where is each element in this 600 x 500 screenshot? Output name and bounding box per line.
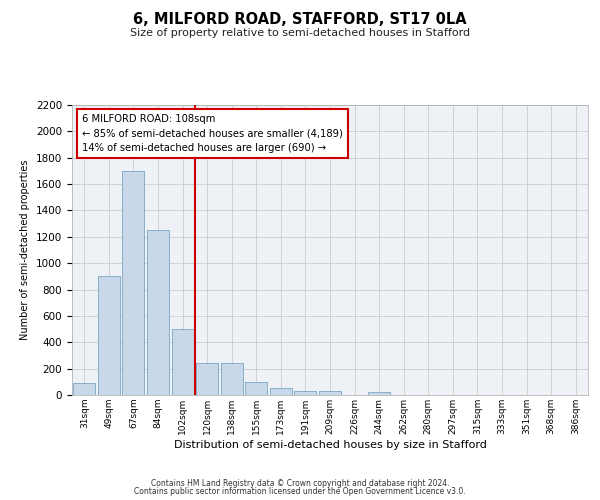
X-axis label: Distribution of semi-detached houses by size in Stafford: Distribution of semi-detached houses by …	[173, 440, 487, 450]
Bar	[368, 392, 390, 395]
Y-axis label: Number of semi-detached properties: Number of semi-detached properties	[20, 160, 31, 340]
Bar	[245, 382, 268, 395]
Bar	[295, 391, 316, 395]
Text: 6 MILFORD ROAD: 108sqm
← 85% of semi-detached houses are smaller (4,189)
14% of : 6 MILFORD ROAD: 108sqm ← 85% of semi-det…	[82, 114, 343, 154]
Bar	[147, 230, 169, 395]
Bar	[73, 383, 95, 395]
Bar	[221, 364, 243, 395]
Bar	[319, 391, 341, 395]
Text: Contains HM Land Registry data © Crown copyright and database right 2024.: Contains HM Land Registry data © Crown c…	[151, 478, 449, 488]
Text: Contains public sector information licensed under the Open Government Licence v3: Contains public sector information licen…	[134, 487, 466, 496]
Text: 6, MILFORD ROAD, STAFFORD, ST17 0LA: 6, MILFORD ROAD, STAFFORD, ST17 0LA	[133, 12, 467, 28]
Bar	[98, 276, 120, 395]
Bar	[270, 388, 292, 395]
Text: Size of property relative to semi-detached houses in Stafford: Size of property relative to semi-detach…	[130, 28, 470, 38]
Bar	[122, 171, 145, 395]
Bar	[196, 364, 218, 395]
Bar	[172, 329, 194, 395]
